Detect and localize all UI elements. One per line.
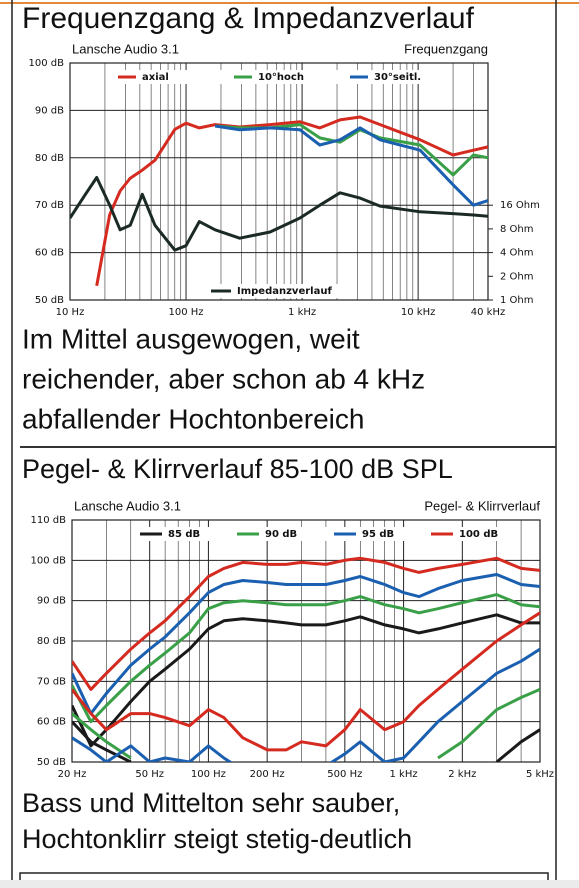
plot-area <box>72 556 540 762</box>
plot-frame <box>71 519 541 763</box>
chart-subtitle: Lansche Audio 3.1 <box>74 498 181 513</box>
x-tick-label: 1 kHz <box>288 307 316 318</box>
legend-box <box>112 70 442 84</box>
series-line <box>214 124 488 207</box>
x-tick-label: 10 kHz <box>401 307 435 318</box>
y-tick-label: 110 dB <box>31 515 67 526</box>
plot-frame <box>69 62 489 301</box>
legend-label: 10°hoch <box>258 72 304 83</box>
x-tick-label: 40 kHz <box>471 307 505 318</box>
legend-label: axial <box>142 72 169 83</box>
heading: Pegel- & Klirrverlauf 85-100 dB SPL <box>22 454 453 484</box>
x-tick-label: 50 Hz <box>135 769 164 780</box>
chart-title: Pegel- & Klirrverlauf <box>424 498 540 513</box>
caption: Hochtonklirr steigt stetig-deutlich <box>22 824 412 854</box>
x-tick-label: 100 Hz <box>191 769 226 780</box>
x-tick-label: 200 Hz <box>250 769 285 780</box>
distortion-line <box>72 647 540 762</box>
chart-subtitle: Lansche Audio 3.1 <box>72 41 179 56</box>
series-line <box>72 556 540 691</box>
legend-box <box>205 284 345 298</box>
y2-tick-label: 4 Ohm <box>500 248 534 259</box>
x-tick-label: 5 kHz <box>526 769 554 780</box>
distortion-line <box>72 688 540 760</box>
bottom-strip <box>0 880 579 888</box>
caption: abfallender Hochtonbereich <box>22 403 364 434</box>
y-tick-label: 70 dB <box>35 200 64 211</box>
distortion-line <box>72 611 540 752</box>
x-tick-label: 10 Hz <box>56 307 85 318</box>
series-line <box>72 573 540 716</box>
y-tick-label: 80 dB <box>35 153 64 164</box>
y-tick-label: 90 dB <box>35 105 64 116</box>
y2-tick-label: 16 Ohm <box>500 200 540 211</box>
legend-box <box>134 527 504 541</box>
y2-tick-label: 2 Ohm <box>500 271 534 282</box>
y-tick-label: 100 dB <box>31 555 67 566</box>
distortion-line <box>72 720 540 762</box>
plot-area <box>70 115 488 287</box>
y-tick-label: 60 dB <box>37 717 66 728</box>
legend-label: 85 dB <box>168 529 200 540</box>
caption: Bass und Mittelton sehr sauber, <box>22 788 400 818</box>
legend-label: 95 dB <box>362 529 394 540</box>
chart-title: Frequenzgang <box>404 41 488 56</box>
legend-label: 30°seitl. <box>374 72 421 83</box>
legend-label: Impedanzverlauf <box>237 286 332 297</box>
y-tick-label: 60 dB <box>35 248 64 259</box>
y2-tick-label: 1 Ohm <box>500 295 534 306</box>
series-line <box>72 593 540 724</box>
series-line <box>70 176 488 252</box>
y-tick-label: 80 dB <box>37 636 66 647</box>
y-tick-label: 90 dB <box>37 596 66 607</box>
y2-tick-label: 8 Ohm <box>500 224 534 235</box>
x-tick-label: 100 Hz <box>169 307 204 318</box>
series-line <box>72 613 540 748</box>
x-tick-label: 20 Hz <box>58 769 87 780</box>
heading: Frequenzgang & Impedanzverlauf <box>22 2 475 35</box>
x-tick-label: 500 Hz <box>327 769 362 780</box>
y-tick-label: 50 dB <box>35 295 64 306</box>
legend-label: 100 dB <box>459 529 498 540</box>
y-tick-label: 100 dB <box>29 58 65 69</box>
x-tick-label: 1 kHz <box>390 769 418 780</box>
y-tick-label: 70 dB <box>37 676 66 687</box>
legend-label: 90 dB <box>265 529 297 540</box>
caption: reichender, aber schon ab 4 kHz <box>22 363 425 394</box>
y-tick-label: 50 dB <box>37 757 66 768</box>
x-tick-label: 2 kHz <box>448 769 476 780</box>
caption: Im Mittel ausgewogen, weit <box>22 323 360 354</box>
